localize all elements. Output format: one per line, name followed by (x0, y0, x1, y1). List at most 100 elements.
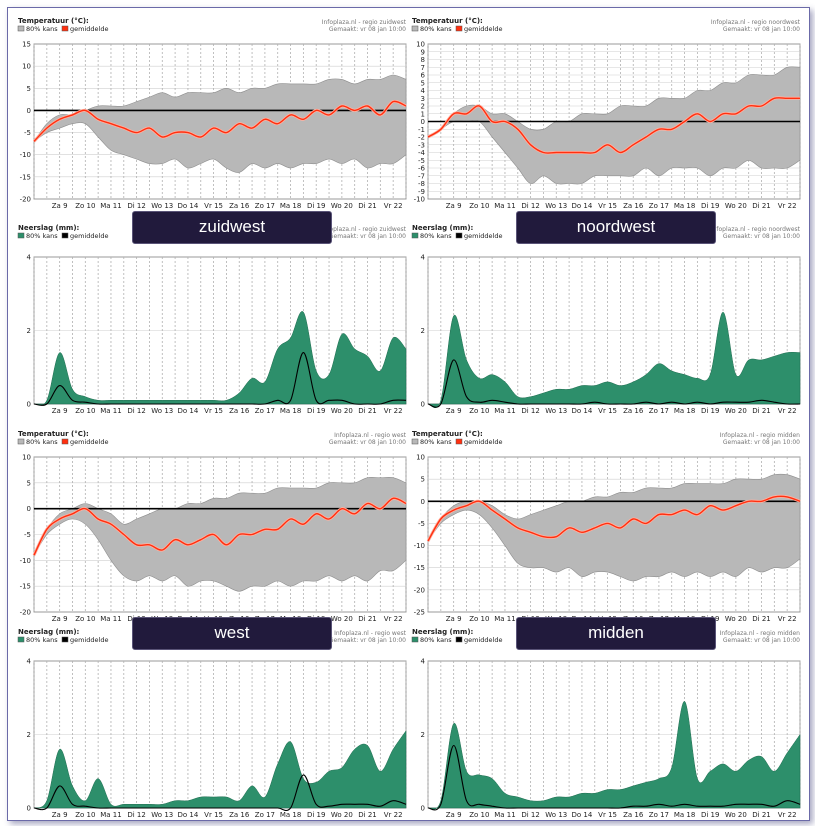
rain-mean-line (33, 774, 407, 811)
y-tick-label: 5 (27, 479, 31, 487)
x-tick-label: Wo 20 (725, 202, 747, 210)
legend-mean-label: gemiddelde (70, 25, 108, 33)
x-tick-label: Zo 17 (255, 202, 275, 210)
y-tick-label: 0 (27, 505, 31, 513)
legend-mean-label: gemiddelde (464, 232, 502, 240)
x-tick-label: Za 9 (52, 615, 68, 623)
y-tick-label: -15 (20, 173, 31, 181)
y-tick-label: 3 (421, 95, 425, 103)
legend-mean-label: gemiddelde (464, 636, 502, 644)
legend-band-swatch (411, 636, 419, 643)
chart-svg: Temperatuur (°C):80% kans gemiddelde Infop… (17, 430, 407, 623)
x-tick-label: Za 16 (623, 407, 644, 415)
y-tick-label: -20 (20, 196, 31, 204)
x-tick-label: Vr 15 (204, 202, 223, 210)
x-tick-label: Di 12 (521, 811, 539, 819)
rain-80pct-band (33, 729, 407, 809)
y-tick-label: 5 (421, 79, 425, 87)
x-tick-label: Ma 11 (100, 811, 121, 819)
x-tick-label: Vr 22 (384, 202, 403, 210)
x-tick-label: Di 19 (701, 202, 719, 210)
y-tick-label: -3 (418, 141, 425, 149)
x-tick-label: Vr 22 (384, 407, 403, 415)
legend-band-label: 80% kans (420, 25, 452, 33)
chart-source: Infoplaza.nl - regio zuidwest (322, 19, 407, 26)
x-tick-label: Di 12 (127, 811, 145, 819)
x-tick-label: Di 12 (521, 202, 539, 210)
x-tick-label: Do 14 (572, 811, 593, 819)
legend-mean-label: gemiddelde (464, 438, 502, 446)
y-tick-label: -15 (20, 583, 31, 591)
x-tick-label: Vr 22 (778, 811, 797, 819)
chart-frame: Temperatuur (°C): 80% kans gemiddelde Infop… (7, 7, 810, 821)
chart-source: Infoplaza.nl - regio west (334, 630, 406, 637)
y-tick-label: 1 (421, 110, 425, 118)
x-tick-label: Ma 18 (674, 811, 695, 819)
chart-source: Infoplaza.nl - regio noordwest (711, 226, 801, 233)
y-tick-label: -5 (24, 531, 31, 539)
chart-made-time: Gemaakt: vr 08 jan 10:00 (723, 637, 800, 644)
x-tick-label: Ma 11 (494, 407, 515, 415)
precipitation-chart-noordwest: Neerslag (mm): 80% kans gemiddelde Infoplaz… (408, 221, 804, 421)
x-tick-label: Do 14 (178, 407, 199, 415)
legend-mean-swatch (455, 25, 463, 32)
y-tick-label: 2 (27, 731, 31, 739)
chart-source: Infoplaza.nl - regio midden (720, 630, 801, 637)
rain-mean-line (33, 352, 407, 406)
legend-mean-label: gemiddelde (70, 232, 108, 240)
chart-title: Neerslag (mm): (412, 628, 474, 636)
region-label-midden: midden (516, 617, 716, 650)
chart-source: Infoplaza.nl - regio midden (720, 432, 801, 439)
x-tick-label: Vr 15 (598, 202, 617, 210)
x-tick-label: Wo 13 (151, 407, 173, 415)
chart-title: Neerslag (mm): (412, 224, 474, 232)
y-tick-label: 15 (22, 41, 31, 49)
y-tick-label: -15 (414, 564, 425, 572)
x-tick-label: Zo 10 (75, 811, 95, 819)
temp-mean-line (33, 497, 407, 556)
x-tick-label: Di 12 (521, 407, 539, 415)
chart-source: Infoplaza.nl - regio west (334, 432, 406, 439)
temp-mean-line (427, 97, 800, 154)
y-tick-label: 5 (27, 85, 31, 93)
x-tick-label: Zo 17 (649, 407, 669, 415)
y-tick-label: 10 (22, 63, 31, 71)
temp-mean-line (33, 100, 407, 142)
legend-mean-swatch (455, 636, 463, 643)
legend-band-swatch (17, 232, 25, 239)
chart-svg: Neerslag (mm):80% kans gemiddelde Infoplaz… (411, 628, 801, 819)
y-tick-label: 0 (27, 805, 31, 813)
x-tick-label: Za 16 (623, 202, 644, 210)
x-tick-label: Ma 18 (280, 202, 301, 210)
x-tick-label: Wo 13 (151, 202, 173, 210)
y-tick-label: -10 (414, 196, 425, 204)
y-tick-label: 10 (22, 454, 31, 462)
y-tick-label: -6 (418, 165, 426, 173)
chart-svg: Neerslag (mm):80% kans gemiddelde Infoplaz… (17, 628, 407, 819)
y-tick-label: -8 (418, 180, 425, 188)
rain-mean-line (427, 744, 801, 811)
x-tick-label: Di 19 (701, 407, 719, 415)
x-tick-label: Vr 15 (204, 811, 223, 819)
y-tick-label: -9 (418, 188, 425, 196)
x-tick-label: Wo 20 (331, 811, 353, 819)
x-tick-label: Ma 11 (100, 407, 121, 415)
x-tick-label: Ma 11 (494, 202, 515, 210)
chart-svg: Temperatuur (°C):80% kans gemiddelde Infop… (17, 17, 407, 210)
y-tick-label: 0 (27, 107, 31, 115)
x-tick-label: Di 21 (358, 407, 376, 415)
chart-svg: Temperatuur (°C):80% kans gemiddelde Infop… (411, 430, 801, 623)
y-tick-label: -5 (24, 129, 31, 137)
x-tick-label: Wo 20 (725, 615, 747, 623)
rain-80pct-band (427, 311, 801, 409)
legend-band-label: 80% kans (26, 438, 58, 446)
temp-80pct-band (33, 74, 407, 173)
x-tick-label: Za 16 (229, 811, 250, 819)
x-tick-label: Di 19 (701, 811, 719, 819)
x-tick-label: Za 9 (446, 202, 462, 210)
legend-band-swatch (17, 25, 25, 32)
legend-mean-swatch (61, 636, 69, 643)
x-tick-label: Za 9 (446, 407, 462, 415)
legend-band-label: 80% kans (420, 636, 452, 644)
y-tick-label: -10 (20, 151, 31, 159)
